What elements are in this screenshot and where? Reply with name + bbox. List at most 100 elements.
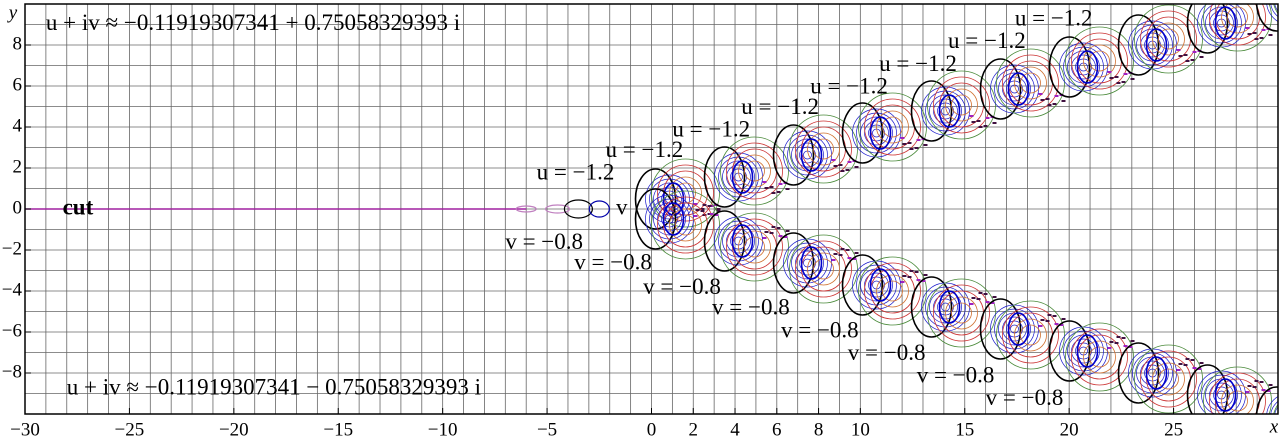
contour [1205,6,1238,40]
speckle [700,208,705,210]
contour [1152,22,1185,56]
speckle [838,254,843,256]
speckle [1047,104,1052,106]
contour [795,240,852,298]
speckle [1261,29,1266,31]
speckle [1178,363,1183,365]
contour [998,312,1031,346]
annotation: v = −0.8 [986,385,1064,410]
speckle [1061,100,1066,102]
contour [882,280,903,302]
speckle [1061,318,1066,320]
speckle [783,236,788,238]
contour [1134,344,1203,414]
speckle [1130,78,1135,80]
speckle [1245,27,1250,29]
annotation: v = −0.8 [574,250,652,275]
annotation: u = −1.2 [537,159,615,184]
speckle [778,235,783,237]
contour [1203,366,1272,414]
contour [939,290,984,336]
speckle [769,232,774,234]
contour [1214,378,1237,412]
speckle [1121,81,1126,83]
x-tick-label: 10 [851,419,870,440]
contour [726,164,751,190]
speckle [1268,34,1273,36]
contour [910,80,953,142]
contour [1007,72,1030,106]
contour [1002,316,1027,342]
contour [1209,382,1234,408]
contour [933,284,990,342]
contour [772,124,815,186]
contour [663,202,708,248]
speckle [1247,385,1252,387]
contour [869,268,892,302]
contour [979,298,1022,360]
contour [1071,328,1128,386]
speckle [978,292,983,294]
x-tick-label: −20 [219,419,249,440]
speckle [1183,364,1188,366]
speckle [1109,77,1114,79]
speckle [909,270,914,272]
contour [1067,334,1100,368]
contour [726,218,783,276]
speckle [923,274,928,276]
speckle [840,248,845,250]
contour [744,160,765,182]
contour [789,114,858,184]
speckle [983,293,988,295]
speckle [1047,314,1052,316]
speckle [840,170,845,172]
contour [649,178,690,220]
speckle [1116,336,1121,338]
x-tick-label: 2 [689,419,699,440]
x-tick-label: −15 [323,419,353,440]
annotation: cut [63,194,94,219]
speckle [764,231,769,233]
contour [1002,54,1059,112]
speckle [1128,346,1133,348]
contour [813,138,834,160]
contour [720,136,789,206]
annotation: u = −1.2 [672,116,750,141]
contour [945,88,978,122]
y-tick-label: 6 [13,74,23,95]
speckle [1252,386,1257,388]
contour [1065,26,1134,96]
contour [876,274,909,308]
contour [1158,368,1179,390]
contour [801,246,846,292]
contour [1209,4,1266,46]
contour [1136,28,1169,62]
contour [979,58,1022,120]
speckle [990,302,995,304]
contour [996,48,1065,118]
speckle [707,205,712,207]
speckle [776,191,781,193]
contour [1076,50,1099,84]
contour [1279,0,1282,23]
x-tick-label: 25 [1164,419,1183,440]
contour [738,230,771,264]
speckle [976,298,981,300]
contour [1221,4,1254,34]
speckle [771,226,776,228]
contour [807,252,840,286]
contour [1117,14,1160,76]
contour [1067,50,1100,84]
contour [1071,32,1128,90]
speckle [1045,98,1050,100]
speckle [785,230,790,232]
contour [864,120,889,146]
speckle [1245,391,1250,393]
x-tick-label: −5 [537,419,557,440]
annotation: u = −1.2 [1015,6,1093,31]
contour [856,264,897,306]
contour [1214,6,1237,40]
contour [860,116,893,150]
annotation: u = −1.2 [810,73,888,98]
